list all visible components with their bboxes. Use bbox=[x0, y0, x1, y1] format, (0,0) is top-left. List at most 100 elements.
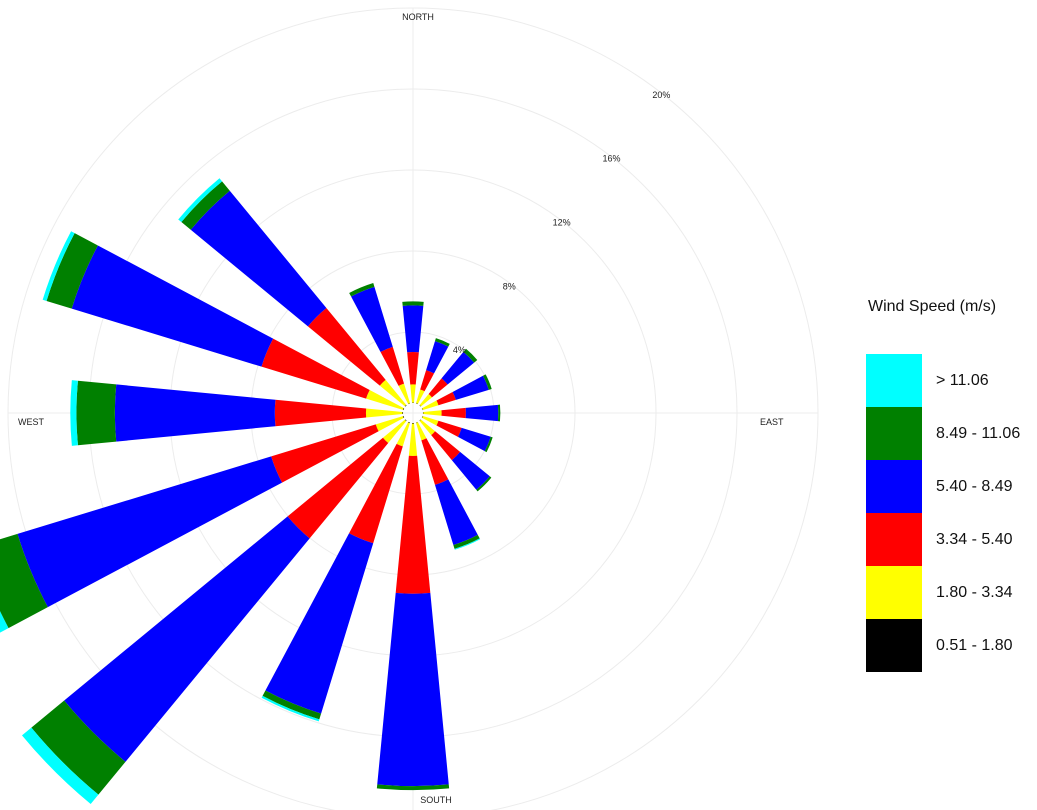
legend-label: 3.34 - 5.40 bbox=[936, 530, 1013, 548]
wedge-sse-segment-3 bbox=[434, 479, 478, 545]
wedge-wsw-segment-2 bbox=[271, 424, 379, 483]
wedge-ssw-segment-3 bbox=[265, 533, 374, 714]
wedge-se-segment-4 bbox=[476, 476, 492, 492]
wedge-se-segment-0 bbox=[419, 419, 422, 422]
ring-label-8pct: 8% bbox=[503, 281, 516, 291]
wedge-ne-segment-4 bbox=[463, 348, 478, 363]
wedge-nw-segment-5 bbox=[178, 178, 223, 223]
wedge-ene-segment-3 bbox=[452, 375, 489, 400]
wedge-ene-segment-2 bbox=[436, 391, 456, 406]
wedge-wnw-segment-0 bbox=[402, 408, 405, 411]
wind-rose-chart: 4% 8% 12% 16% 20% NORTH EAST SOUTH WEST bbox=[0, 7, 819, 810]
wedge-ssw-segment-2 bbox=[349, 443, 403, 544]
wedge-nw-segment-2 bbox=[307, 307, 386, 386]
wedge-nw-segment-1 bbox=[379, 379, 407, 407]
wedge-s-segment-2 bbox=[395, 455, 431, 594]
wedge-ese-segment-3 bbox=[457, 427, 491, 452]
wedge-wnw-segment-4 bbox=[46, 233, 98, 309]
wedge-ne-segment-3 bbox=[441, 351, 475, 385]
wedge-nw-segment-4 bbox=[181, 181, 230, 230]
wedge-nnw-segment-4 bbox=[349, 282, 375, 297]
wedge-nne-segment-3 bbox=[426, 341, 449, 374]
ring-label-12pct: 12% bbox=[553, 218, 571, 228]
wedge-wsw-segment-4 bbox=[0, 533, 48, 629]
wedge-nw-segment-0 bbox=[404, 404, 407, 407]
wedge-wsw-segment-1 bbox=[375, 416, 404, 432]
wedge-ese-segment-2 bbox=[436, 420, 462, 437]
wedge-n-segment-4 bbox=[402, 301, 424, 306]
wedge-sw-segment-0 bbox=[404, 419, 407, 422]
wedge-nnw-segment-3 bbox=[351, 286, 393, 352]
wedge-sw-segment-1 bbox=[382, 419, 407, 444]
legend-entries: > 11.06 8.49 - 11.06 5.40 - 8.49 3.34 - 5.4… bbox=[866, 354, 1036, 672]
wedge-ssw-segment-4 bbox=[262, 690, 322, 720]
legend-swatch bbox=[866, 460, 922, 513]
legend-swatch bbox=[866, 513, 922, 566]
legend-swatch bbox=[866, 619, 922, 672]
wedge-n-segment-2 bbox=[407, 351, 419, 385]
wedge-wnw-segment-2 bbox=[261, 338, 370, 399]
radial-tick-labels: 4% 8% 12% 16% 20% bbox=[453, 90, 670, 355]
wedge-nnw-segment-0 bbox=[408, 403, 411, 405]
legend-title: Wind Speed (m/s) bbox=[868, 298, 997, 315]
wedge-sw-segment-3 bbox=[64, 516, 310, 762]
wedge-nne-segment-1 bbox=[416, 389, 425, 404]
wedge-ne-segment-2 bbox=[428, 378, 448, 398]
wedge-ssw-segment-5 bbox=[261, 695, 320, 722]
wedge-n-segment-1 bbox=[410, 384, 416, 403]
wedge-se-segment-2 bbox=[431, 431, 461, 461]
wedge-sw-segment-2 bbox=[287, 437, 389, 539]
wedge-nne-segment-2 bbox=[420, 370, 435, 392]
legend-entry: 0.51 - 1.80 bbox=[866, 619, 1036, 672]
legend-entry: 8.49 - 11.06 bbox=[866, 407, 1036, 460]
wedge-ene-segment-0 bbox=[421, 408, 423, 411]
wedge-ene-segment-4 bbox=[482, 374, 492, 390]
legend-entry: 3.34 - 5.40 bbox=[866, 513, 1036, 566]
wedge-n-segment-3 bbox=[402, 305, 424, 353]
wedge-s-segment-3 bbox=[377, 592, 449, 787]
wedge-ssw-segment-0 bbox=[408, 421, 411, 424]
legend-entry: 1.80 - 3.34 bbox=[866, 566, 1036, 619]
wedge-e-segment-1 bbox=[423, 410, 442, 416]
wedge-nnw-segment-2 bbox=[380, 346, 405, 386]
ring-label-16pct: 16% bbox=[602, 154, 620, 164]
legend-label: 0.51 - 1.80 bbox=[936, 636, 1013, 654]
legend-entry: > 11.06 bbox=[866, 354, 1036, 407]
wedge-wnw-segment-3 bbox=[71, 245, 274, 367]
wedge-nnw-segment-1 bbox=[398, 383, 410, 404]
wedge-nne-segment-4 bbox=[434, 338, 450, 347]
wedge-e-segment-2 bbox=[441, 407, 466, 419]
wedge-sse-segment-1 bbox=[416, 422, 427, 441]
wedge-wsw-segment-3 bbox=[17, 456, 283, 608]
ring-label-4pct: 4% bbox=[453, 345, 466, 355]
wedge-wsw-segment-5 bbox=[0, 611, 9, 633]
wedge-sse-segment-4 bbox=[453, 534, 480, 549]
legend-swatch bbox=[866, 407, 922, 460]
legend-swatch bbox=[866, 566, 922, 619]
wedge-ese-segment-1 bbox=[422, 416, 439, 426]
wedge-se-segment-1 bbox=[419, 419, 436, 436]
wedge-nne-segment-0 bbox=[415, 403, 418, 405]
wedge-s-segment-0 bbox=[411, 422, 415, 424]
wedge-w-segment-4 bbox=[76, 380, 117, 446]
wedge-w-segment-5 bbox=[70, 380, 78, 446]
wedge-s-segment-4 bbox=[376, 784, 450, 791]
wedge-sse-segment-2 bbox=[421, 438, 449, 485]
wedge-sw-segment-5 bbox=[21, 727, 99, 805]
compass-label-south: SOUTH bbox=[420, 795, 452, 805]
wedge-wnw-segment-5 bbox=[42, 231, 75, 301]
wedge-wnw-segment-1 bbox=[366, 389, 404, 410]
wedge-e-segment-3 bbox=[465, 404, 499, 422]
wedge-s-segment-1 bbox=[408, 423, 418, 457]
wedge-ese-segment-4 bbox=[484, 436, 493, 453]
wind-rose-wedges bbox=[0, 178, 501, 805]
wedge-ene-segment-1 bbox=[422, 400, 439, 410]
wedge-ne-segment-1 bbox=[419, 394, 432, 407]
legend-label: 5.40 - 8.49 bbox=[936, 477, 1013, 495]
wedge-w-segment-1 bbox=[365, 408, 403, 418]
wedge-ese-segment-0 bbox=[421, 415, 423, 418]
legend-entry: 5.40 - 8.49 bbox=[866, 460, 1036, 513]
compass-label-east: EAST bbox=[760, 417, 784, 427]
wedge-sse-segment-0 bbox=[415, 421, 418, 423]
wedge-sse-segment-5 bbox=[454, 538, 481, 550]
